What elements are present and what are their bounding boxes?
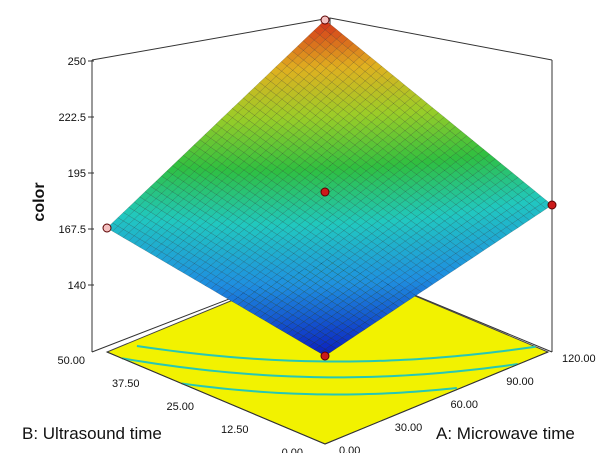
x-tick-label: 90.00 (506, 376, 534, 388)
y-tick-label: 25.00 (166, 401, 194, 413)
design-points (102, 15, 557, 361)
box-edge-top-left (91, 17, 331, 61)
x-tick-label: 30.00 (395, 422, 423, 434)
z-axis-title: color (31, 182, 48, 221)
z-tick-label: 222.5 (58, 112, 86, 124)
z-tick-label: 140 (68, 280, 86, 292)
design-point (102, 223, 112, 233)
y-tick-label: 0.00 (282, 447, 303, 453)
z-tick-label: 195 (68, 168, 86, 180)
x-axis-title: A: Microwave time (436, 424, 575, 443)
y-axis-title: B: Ultrasound time (22, 424, 162, 443)
design-point (547, 200, 557, 210)
x-tick-label: 0.00 (339, 445, 360, 453)
box-edge-floor-front-right (324, 351, 549, 445)
response-surface (106, 19, 553, 357)
box-edge-top-right (329, 17, 553, 61)
z-tick-label: 250 (68, 56, 86, 68)
floor-contour-155 (181, 382, 457, 396)
y-tick-label: 12.50 (221, 424, 249, 436)
axis-box-front (106, 351, 549, 445)
y-tick-label: 50.00 (57, 355, 85, 367)
box-edge-floor-front-left (106, 351, 326, 445)
y-tick-label: 37.50 (112, 378, 140, 390)
tick-labels: 140 167.5 195 222.5 250 0.00 12.50 25.00 37.50 50… (57, 56, 595, 453)
design-point (320, 351, 330, 361)
design-point (320, 15, 330, 25)
x-tick-label: 60.00 (451, 399, 479, 411)
x-tick-label: 120.00 (562, 353, 596, 365)
z-tick-label: 167.5 (58, 224, 86, 236)
design-point (320, 187, 330, 197)
floor-contour-165 (121, 357, 518, 379)
floor-contour-175 (136, 345, 536, 363)
